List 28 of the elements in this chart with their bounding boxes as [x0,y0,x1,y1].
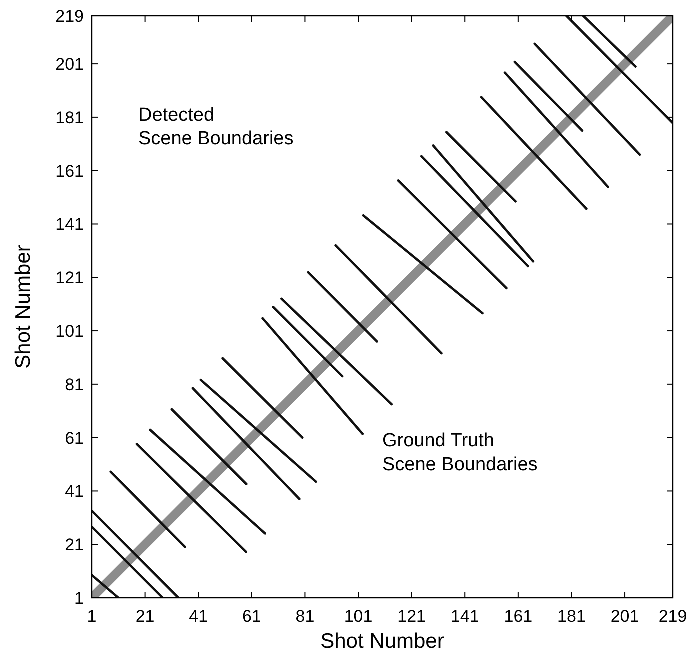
y-tick-label: 101 [56,322,84,341]
y-tick-label: 1 [74,588,84,608]
y-tick-label: 181 [56,108,84,128]
x-tick-label: 101 [344,607,373,626]
x-tick-label: 81 [296,607,315,626]
y-tick-label: 161 [56,162,84,181]
x-tick-label: 61 [242,607,262,626]
x-tick-label: 141 [450,607,480,626]
y-tick-label: 81 [65,375,84,394]
y-tick-label: 21 [65,536,84,555]
x-tick-label: 21 [136,607,155,626]
x-tick-label: 161 [504,607,533,626]
x-tick-label: 121 [398,607,426,626]
x-axis-title: Shot Number [320,630,444,653]
x-tick-label: 181 [558,607,586,626]
y-tick-label: 219 [56,6,84,26]
y-tick-label: 121 [56,268,84,288]
y-tick-label: 141 [56,215,84,234]
annotation: Ground Truth Scene Boundaries [382,430,538,476]
annotation: Detected Scene Boundaries [138,104,294,150]
y-tick-label: 41 [65,482,84,502]
y-tick-label: 61 [65,428,84,448]
y-tick-label: 201 [56,55,84,74]
x-tick-label: 41 [189,607,208,626]
x-tick-label: 219 [658,607,688,626]
y-axis-title: Shot Number [12,245,35,369]
x-tick-label: 1 [87,607,97,626]
x-tick-label: 201 [610,607,640,626]
